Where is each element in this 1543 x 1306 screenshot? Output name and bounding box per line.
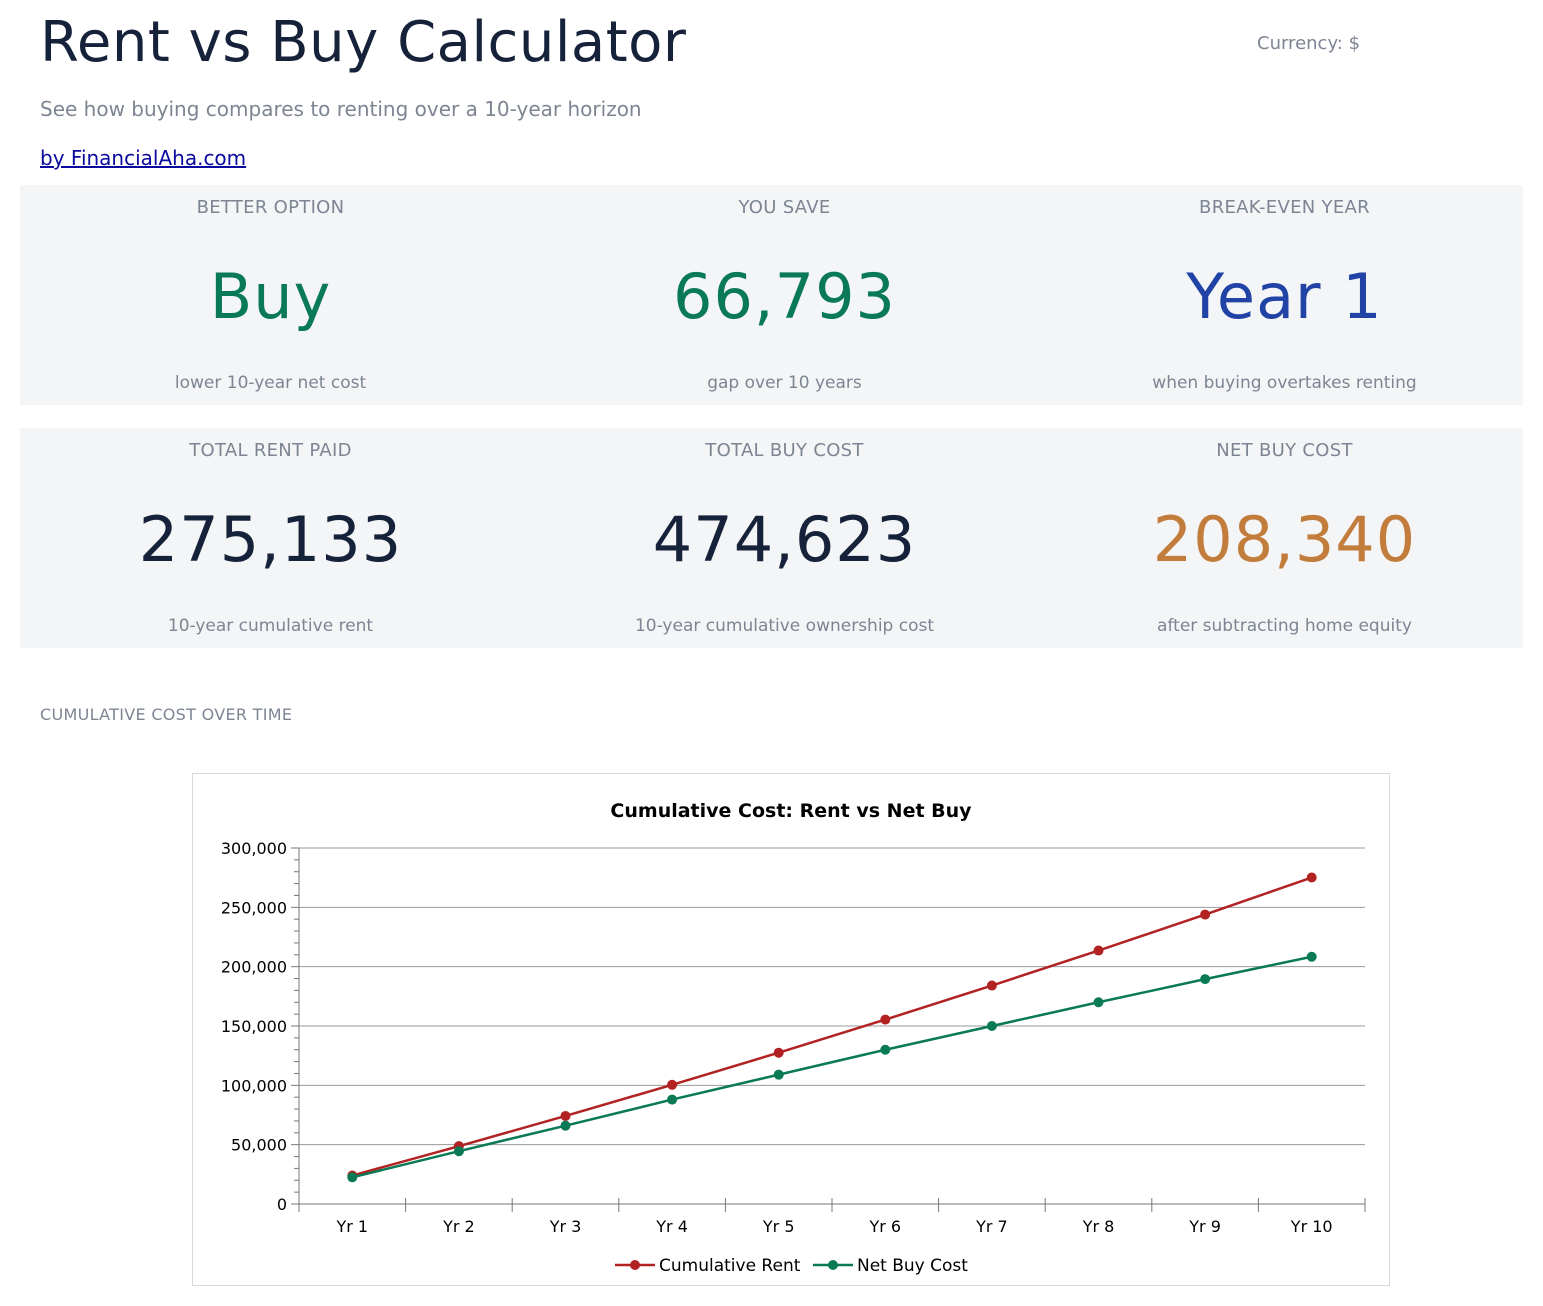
legend-label: Cumulative Rent bbox=[659, 1256, 801, 1276]
y-tick-label: 100,000 bbox=[221, 1076, 287, 1095]
legend-marker bbox=[828, 1260, 838, 1270]
data-point bbox=[1200, 909, 1211, 920]
y-tick-label: 150,000 bbox=[221, 1017, 287, 1036]
series-line bbox=[351, 876, 1313, 1177]
legend-marker bbox=[630, 1260, 640, 1270]
data-point bbox=[1306, 951, 1317, 962]
metric-total-buy-cost: TOTAL BUY COST 474,623 10-year cumulativ… bbox=[534, 428, 1035, 648]
currency-label: Currency: $ bbox=[1257, 33, 1361, 54]
data-point bbox=[880, 1014, 891, 1025]
x-tick-label: Yr 7 bbox=[975, 1217, 1008, 1236]
x-tick-label: Yr 9 bbox=[1188, 1217, 1221, 1236]
data-point bbox=[560, 1120, 571, 1131]
legend-label: Net Buy Cost bbox=[857, 1256, 968, 1276]
x-tick-label: Yr 3 bbox=[549, 1217, 582, 1236]
y-tick-label: 50,000 bbox=[231, 1136, 287, 1155]
metric-value: 474,623 bbox=[652, 503, 917, 576]
cumulative-cost-chart: Cumulative Cost: Rent vs Net Buy 0 50,000… bbox=[192, 773, 1390, 1286]
page-title: Rent vs Buy Calculator bbox=[40, 10, 687, 75]
data-point bbox=[1306, 872, 1317, 883]
metric-note: gap over 10 years bbox=[707, 373, 862, 393]
metric-note: after subtracting home equity bbox=[1157, 616, 1412, 636]
metric-value: 208,340 bbox=[1152, 503, 1417, 576]
data-point bbox=[986, 1021, 997, 1031]
metric-label: TOTAL RENT PAID bbox=[189, 440, 352, 461]
metric-note: 10-year cumulative ownership cost bbox=[634, 616, 935, 636]
data-point bbox=[880, 1044, 891, 1055]
x-tick-label: Yr 5 bbox=[762, 1217, 795, 1236]
metric-net-buy-cost: NET BUY COST 208,340 after subtracting h… bbox=[1034, 428, 1535, 648]
x-tick-label: Yr 4 bbox=[655, 1217, 688, 1236]
page-subtitle: See how buying compares to renting over … bbox=[40, 97, 642, 121]
byline-link[interactable]: by FinancialAha.com bbox=[40, 146, 247, 170]
metric-label: BETTER OPTION bbox=[196, 197, 345, 218]
metric-note: when buying overtakes renting bbox=[1152, 373, 1417, 393]
x-tick-label: Yr 2 bbox=[442, 1217, 475, 1236]
data-point bbox=[560, 1110, 571, 1121]
chart-title: Cumulative Cost: Rent vs Net Buy bbox=[610, 800, 972, 822]
metric-note: lower 10-year net cost bbox=[174, 373, 367, 393]
section-title: CUMULATIVE COST OVER TIME bbox=[40, 705, 293, 724]
data-point bbox=[773, 1069, 784, 1080]
metric-value: 275,133 bbox=[138, 503, 403, 576]
chart-svg: Cumulative Cost: Rent vs Net Buy 0 50,000… bbox=[221, 800, 1366, 1276]
legend-item: Net Buy Cost bbox=[813, 1256, 968, 1276]
data-point bbox=[1200, 974, 1211, 985]
series-line bbox=[352, 955, 1312, 1179]
summary-panel: BETTER OPTION Buy lower 10-year net cost… bbox=[20, 185, 1523, 405]
x-tick-label: Yr 10 bbox=[1290, 1217, 1333, 1236]
y-tick-label: 300,000 bbox=[221, 839, 287, 858]
metric-total-rent-paid: TOTAL RENT PAID 275,133 10-year cumulati… bbox=[20, 428, 521, 648]
data-point bbox=[773, 1047, 784, 1058]
metric-note: 10-year cumulative rent bbox=[167, 616, 374, 636]
metric-label: TOTAL BUY COST bbox=[705, 440, 864, 461]
data-point bbox=[347, 1172, 358, 1183]
data-point bbox=[1093, 945, 1104, 956]
metric-break-even-year: BREAK-EVEN YEAR Year 1 when buying overt… bbox=[1034, 185, 1535, 405]
data-point bbox=[667, 1079, 678, 1090]
x-tick-label: Yr 6 bbox=[868, 1217, 901, 1236]
data-point bbox=[453, 1146, 464, 1157]
metric-value: 66,793 bbox=[673, 260, 896, 333]
y-tick-label: 250,000 bbox=[221, 898, 287, 917]
data-point bbox=[1093, 997, 1104, 1008]
metric-label: NET BUY COST bbox=[1216, 440, 1353, 461]
metric-label: YOU SAVE bbox=[738, 197, 831, 218]
data-point bbox=[986, 980, 997, 991]
y-tick-label: 200,000 bbox=[221, 958, 287, 977]
totals-panel: TOTAL RENT PAID 275,133 10-year cumulati… bbox=[20, 428, 1523, 648]
data-point bbox=[667, 1094, 678, 1105]
metric-value: Year 1 bbox=[1186, 260, 1383, 333]
metric-better-option: BETTER OPTION Buy lower 10-year net cost bbox=[20, 185, 521, 405]
x-tick-label: Yr 8 bbox=[1082, 1217, 1115, 1236]
metric-you-save: YOU SAVE 66,793 gap over 10 years bbox=[534, 185, 1035, 405]
y-tick-label: 0 bbox=[277, 1195, 287, 1214]
x-tick-label: Yr 1 bbox=[335, 1217, 368, 1236]
metric-value: Buy bbox=[209, 260, 332, 333]
legend-item: Cumulative Rent bbox=[615, 1256, 801, 1276]
metric-label: BREAK-EVEN YEAR bbox=[1199, 197, 1370, 218]
